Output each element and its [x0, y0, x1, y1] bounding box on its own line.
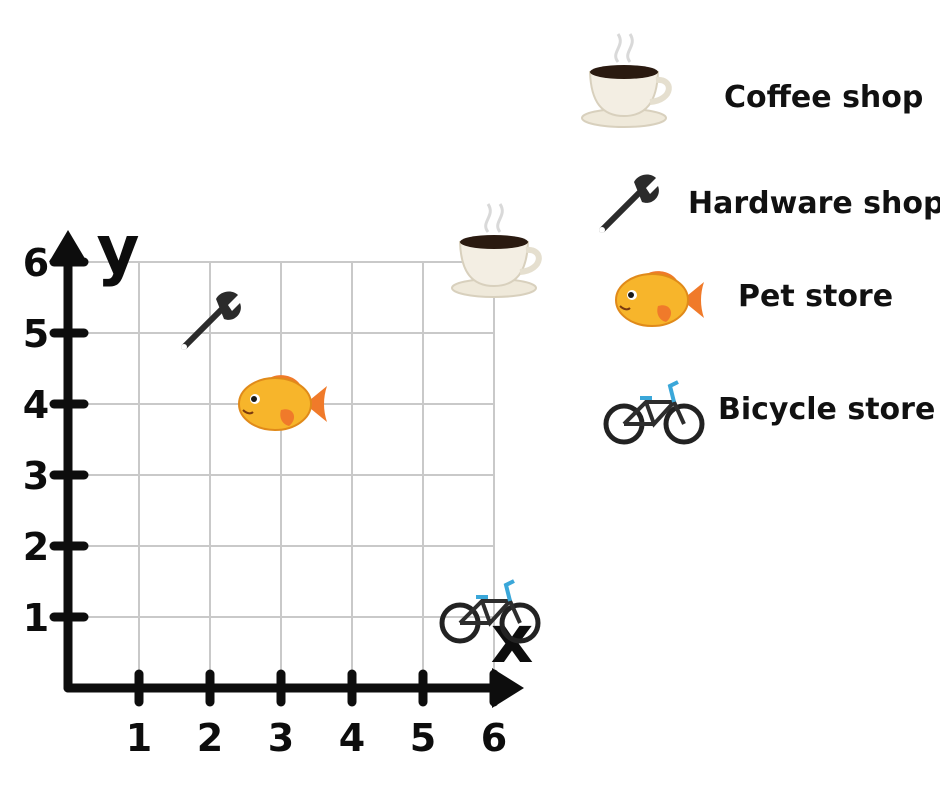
y-tick-label: 6	[23, 241, 49, 285]
y-axis-arrow-icon	[49, 230, 87, 262]
y-tick-label: 2	[23, 525, 49, 569]
point-goldfish-icon	[238, 374, 328, 431]
legend-label-coffee-shop: Coffee shop	[724, 80, 924, 115]
x-tick-label: 2	[197, 716, 223, 760]
legend-coffee-cup-icon	[582, 34, 669, 127]
y-tick-label: 4	[23, 383, 49, 427]
x-tick-label: 4	[339, 716, 365, 760]
y-tick-label: 1	[23, 596, 49, 640]
x-tick-label: 5	[410, 716, 436, 760]
x-tick-label: 6	[481, 716, 507, 760]
y-tick-label: 3	[23, 454, 49, 498]
x-tick-label: 3	[268, 716, 294, 760]
y-tick-label: 5	[23, 312, 49, 356]
legend-goldfish-icon	[615, 270, 705, 327]
x-tick-label: 1	[126, 716, 152, 760]
legend-wrench-icon	[599, 175, 659, 233]
point-coffee-cup-icon	[452, 204, 539, 297]
x-axis-arrow-icon	[492, 668, 524, 708]
legend-label-bicycle-store: Bicycle store	[718, 392, 936, 427]
y-axis-label: y	[96, 211, 139, 288]
legend-bicycle-icon	[606, 382, 702, 442]
legend-label-hardware-shop: Hardware shop	[688, 186, 940, 221]
legend-label-pet-store: Pet store	[738, 279, 894, 314]
